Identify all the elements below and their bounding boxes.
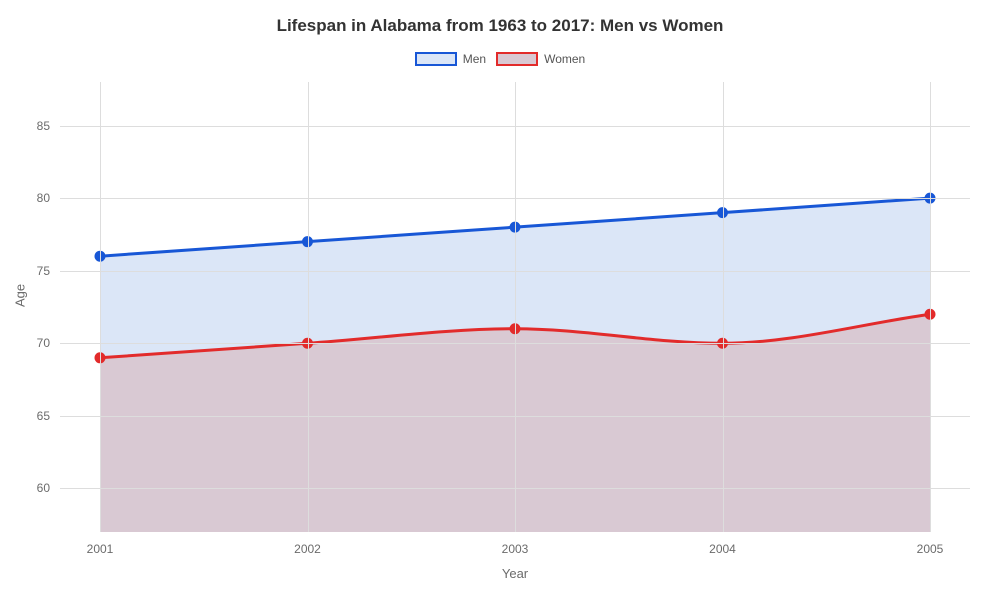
gridline-v [308,82,309,532]
legend-swatch-women [496,52,538,66]
x-axis-label: Year [502,566,528,581]
legend-item-men[interactable]: Men [415,52,486,66]
plot-area [60,82,970,532]
y-axis-label: Age [13,284,28,307]
chart-container: Lifespan in Alabama from 1963 to 2017: M… [0,0,1000,600]
legend-label-men: Men [463,52,486,66]
legend-item-women[interactable]: Women [496,52,585,66]
chart-title: Lifespan in Alabama from 1963 to 2017: M… [0,16,1000,36]
x-tick-label: 2002 [294,542,321,556]
legend-label-women: Women [544,52,585,66]
legend: Men Women [0,52,1000,66]
x-tick-label: 2001 [87,542,114,556]
x-tick-label: 2003 [502,542,529,556]
gridline-v [515,82,516,532]
gridline-v [100,82,101,532]
gridline-v [930,82,931,532]
x-tick-label: 2005 [917,542,944,556]
gridline-v [723,82,724,532]
legend-swatch-men [415,52,457,66]
x-tick-label: 2004 [709,542,736,556]
